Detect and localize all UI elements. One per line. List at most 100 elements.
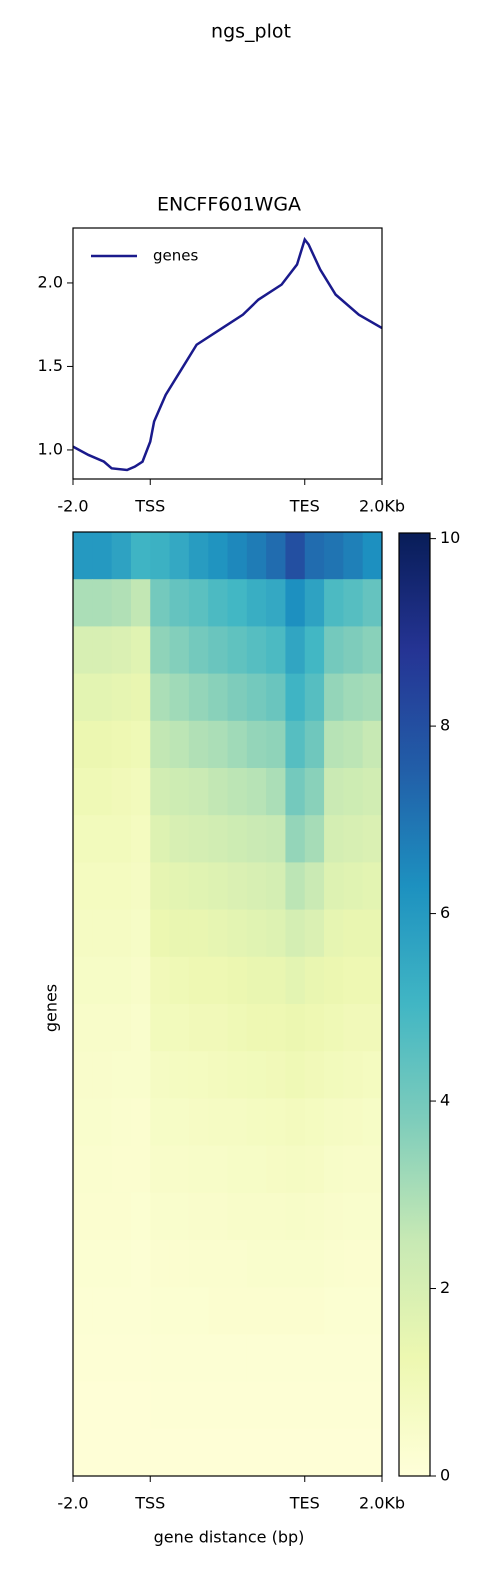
heatmap-cell [304,1051,325,1099]
heatmap-cell [130,1381,151,1430]
heatmap-cell [150,1240,171,1288]
heatmap-cell [111,1192,132,1241]
heatmap-cell [169,1287,190,1335]
heatmap-cell [227,720,248,769]
heatmap-cell [246,1381,267,1430]
heatmap-cell [266,909,286,958]
profile-title: ENCFF601WGA [157,194,301,216]
heatmap-cell [324,1145,344,1194]
heatmap-cell [111,1287,132,1335]
heatmap-cell [285,673,306,722]
heatmap-cell [362,579,383,627]
heatmap-cell [343,956,364,1005]
heatmap-cell [73,909,93,958]
plot-frame [72,531,383,1477]
heatmap-cell [324,1192,344,1241]
heatmap-cell [73,1192,93,1241]
heatmap-cell [266,1428,286,1477]
heatmap-cell [150,909,171,958]
heatmap-cell [188,673,209,722]
heatmap-cell [227,1240,248,1288]
heatmap-cell [169,1004,190,1052]
x-tick-label: -2.0 [57,1494,88,1513]
heatmap-cell [111,579,132,627]
heatmap-cell [130,1287,151,1335]
heatmap-cell [188,1098,209,1147]
heatmap-cell [362,1334,383,1383]
heatmap-cell [246,579,267,627]
heatmap-cell [92,1428,113,1477]
heatmap-cell [208,1004,228,1052]
colorbar-tick-label: 2 [440,1278,450,1297]
heatmap-cell [188,1334,209,1383]
heatmap-cell [208,1240,228,1288]
heatmap-cell [208,1334,228,1383]
heatmap-cell [188,1145,209,1194]
profile-line [72,236,383,472]
heatmap-cell [150,1192,171,1241]
heatmap-cell [92,909,113,958]
heatmap-cell [188,1240,209,1288]
heatmap-cell [246,909,267,958]
heatmap-cell [169,626,190,675]
heatmap-cell [130,626,151,675]
heatmap-cell [285,579,306,627]
heatmap-cell [362,1004,383,1052]
heatmap-cell [246,1334,267,1383]
heatmap-cell [343,1098,364,1147]
heatmap-cell [324,956,344,1005]
heatmap-cell [362,909,383,958]
heatmap-cell [324,1334,344,1383]
heatmap-cell [324,862,344,911]
heatmap-cell [92,815,113,863]
heatmap-cell [324,532,344,580]
heatmap-cell [227,626,248,675]
heatmap-cell [343,579,364,627]
heatmap-cell [92,626,113,675]
y-axis-label: genes [42,984,61,1032]
heatmap-cell [362,1287,383,1335]
heatmap-cell [285,532,306,580]
heatmap-cell [343,815,364,863]
heatmap-cell [343,1145,364,1194]
heatmap-cell [169,1334,190,1383]
heatmap-cell [111,1428,132,1477]
heatmap-cell [188,768,209,816]
colorbar [398,532,431,1477]
heatmap-cell [266,862,286,911]
heatmap-cell [324,1287,344,1335]
heatmap-cell [208,1287,228,1335]
heatmap-cell [266,1192,286,1241]
heatmap-cell [208,626,228,675]
heatmap-cell [150,1428,171,1477]
heatmap-cell [362,1145,383,1194]
heatmap-cell [130,1192,151,1241]
heatmap-cell [73,1051,93,1099]
heatmap-cell [227,1004,248,1052]
heatmap-cell [343,532,364,580]
heatmap-cell [343,1334,364,1383]
heatmap-cell [92,720,113,769]
legend-label: genes [153,247,198,265]
heatmap-cell [188,1051,209,1099]
heatmap-cell [266,626,286,675]
heatmap-cell [169,815,190,863]
heatmap-cell [266,1004,286,1052]
heatmap-cell [362,1098,383,1147]
heatmap-cell [73,1287,93,1335]
colorbar-tick-label: 10 [440,528,460,547]
heatmap-cell [304,1145,325,1194]
heatmap-cell [246,1145,267,1194]
heatmap-cell [169,579,190,627]
heatmap-cell [246,720,267,769]
heatmap-cell [111,1098,132,1147]
heatmap-cell [111,815,132,863]
heatmap-cell [362,532,383,580]
heatmap-cell [169,1428,190,1477]
heatmap-cell [208,1192,228,1241]
colorbar-tick-label: 4 [440,1091,450,1110]
heatmap-cell [111,909,132,958]
heatmap-cell [188,1287,209,1335]
heatmap-cell [150,673,171,722]
heatmap-cell [130,1004,151,1052]
